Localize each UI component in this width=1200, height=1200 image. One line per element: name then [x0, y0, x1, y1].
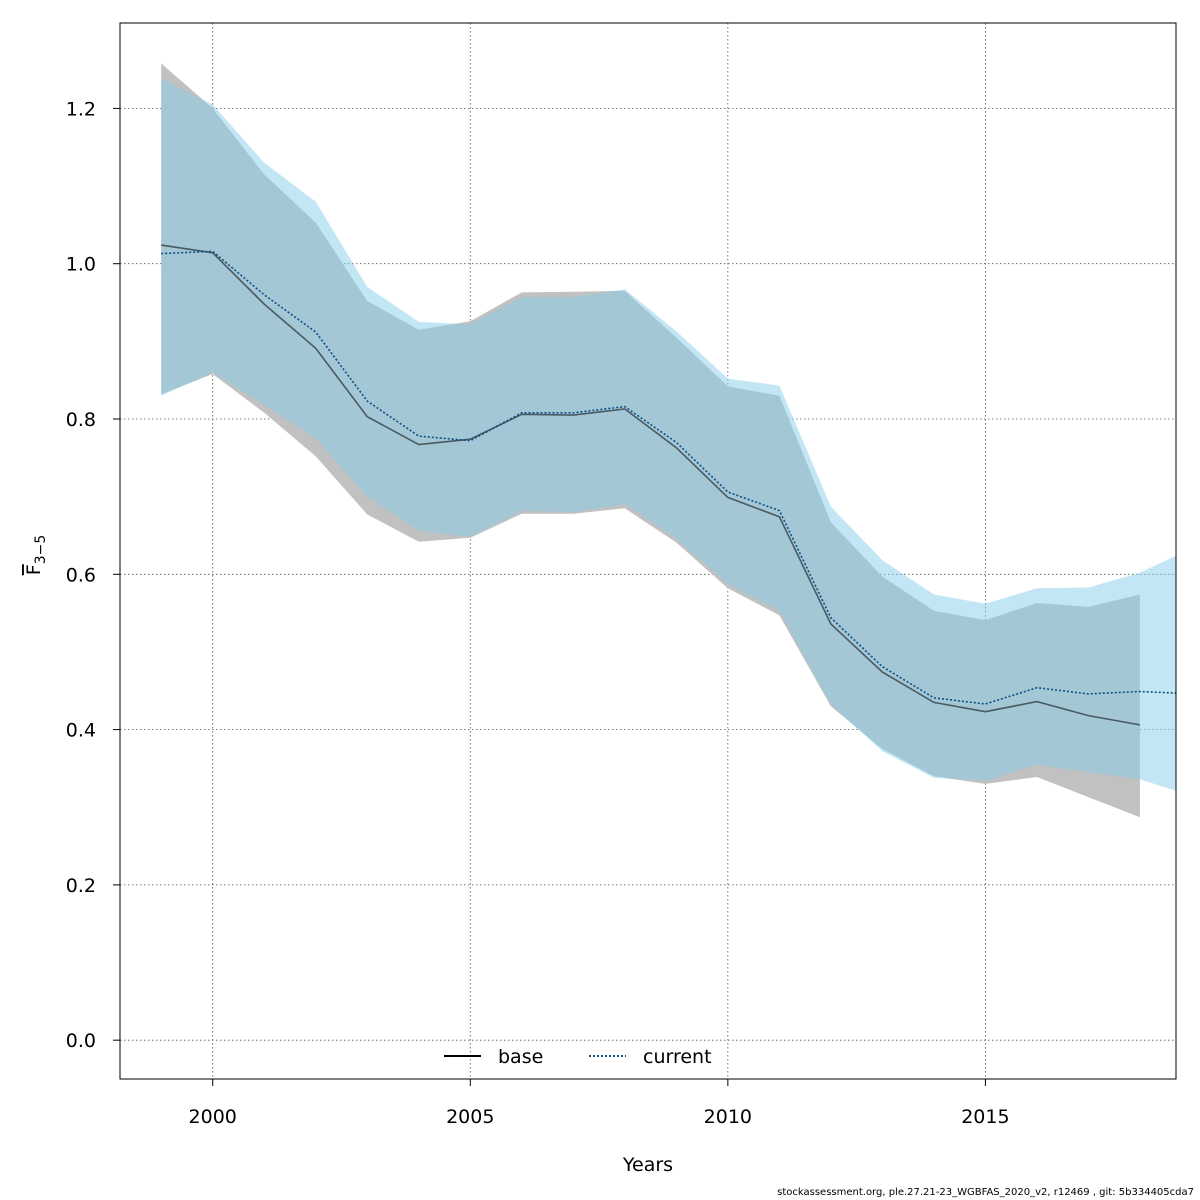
confidence-bands — [161, 63, 1176, 818]
point-base-2003 — [367, 416, 368, 417]
x-tick-label-2015: 2015 — [961, 1106, 1009, 1128]
line-base — [161, 244, 1141, 726]
plot-frame — [119, 22, 1177, 1080]
point-current-2000 — [212, 251, 213, 252]
point-current-2013 — [882, 666, 883, 667]
point-base-1999 — [161, 244, 162, 245]
point-current-2011 — [779, 510, 780, 511]
y-tick-label-0.6: 0.6 — [66, 564, 96, 586]
x-axis-title: Years — [622, 1154, 673, 1176]
x-tick-label-2005: 2005 — [446, 1106, 494, 1128]
y-tick-label-0.2: 0.2 — [66, 875, 96, 897]
point-current-1999 — [161, 253, 162, 254]
point-current-2010 — [727, 491, 728, 492]
y-tick-label-0.8: 0.8 — [66, 409, 96, 431]
point-current-2015 — [985, 703, 986, 704]
point-current-2009 — [676, 442, 677, 443]
point-base-2001 — [264, 303, 265, 304]
point-base-2013 — [882, 672, 883, 673]
point-current-2003 — [367, 401, 368, 402]
point-base-2004 — [418, 444, 419, 445]
point-base-2011 — [779, 516, 780, 517]
point-base-2014 — [933, 702, 934, 703]
point-base-2012 — [830, 623, 831, 624]
point-base-2017 — [1088, 715, 1089, 716]
svg-text:F3−5: F3−5 — [23, 535, 49, 575]
point-base-2016 — [1036, 701, 1037, 702]
point-current-2001 — [264, 294, 265, 295]
point-base-2009 — [676, 447, 677, 448]
y-tick-label-0.0: 0.0 — [66, 1030, 96, 1052]
point-current-2005 — [470, 440, 471, 441]
footer-note: stockassessment.org, ple.27.21-23_WGBFAS… — [777, 1187, 1194, 1198]
x-tick-label-2010: 2010 — [704, 1106, 752, 1128]
point-current-2016 — [1036, 687, 1037, 688]
y-axis-title-subscript: 3−5 — [33, 535, 49, 565]
point-base-2007 — [573, 415, 574, 416]
point-base-2010 — [727, 497, 728, 498]
x-axis: 2000 2005 2010 2015 — [189, 1079, 1010, 1128]
point-base-2015 — [985, 711, 986, 712]
point-current-2012 — [830, 617, 831, 618]
legend-label-current: current — [643, 1046, 712, 1068]
series-lines — [161, 244, 1177, 726]
point-current-2004 — [418, 435, 419, 436]
point-current-2002 — [315, 331, 316, 332]
y-tick-label-1.2: 1.2 — [66, 98, 96, 120]
legend-label-base: base — [498, 1046, 543, 1068]
point-current-2007 — [573, 412, 574, 413]
point-base-2002 — [315, 348, 316, 349]
point-base-2018 — [1139, 724, 1140, 725]
point-current-2017 — [1088, 693, 1089, 694]
band-current — [161, 78, 1176, 791]
legend: base current — [444, 1046, 712, 1068]
x-tick-label-2000: 2000 — [189, 1106, 237, 1128]
point-base-2008 — [624, 408, 625, 409]
point-current-2014 — [933, 697, 934, 698]
point-current-2018 — [1139, 691, 1140, 692]
point-current-2006 — [521, 412, 522, 413]
y-axis-title: F3−5 — [23, 535, 49, 575]
y-axis: 0.0 0.2 0.4 0.6 0.8 1.0 1.2 — [66, 98, 120, 1052]
point-current-2008 — [624, 406, 625, 407]
y-axis-title-main: F — [23, 564, 45, 575]
point-base-2005 — [470, 439, 471, 440]
y-tick-label-1.0: 1.0 — [66, 254, 96, 276]
y-tick-label-0.4: 0.4 — [66, 720, 96, 742]
